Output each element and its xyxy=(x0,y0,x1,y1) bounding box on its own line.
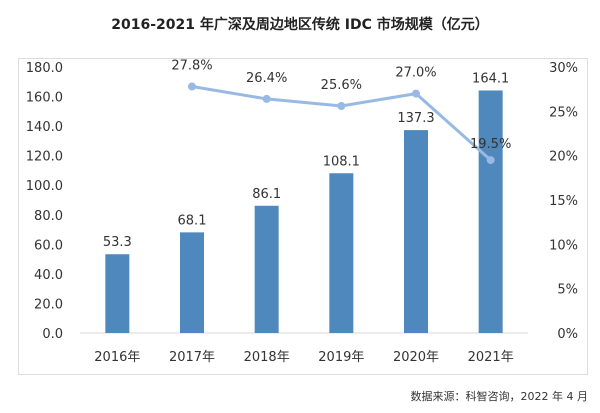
left-axis-tick: 180.0 xyxy=(26,61,63,76)
chart-title: 2016-2021 年广深及周边地区传统 IDC 市场规模（亿元） xyxy=(111,17,489,33)
bar xyxy=(404,130,428,333)
bar xyxy=(329,173,354,333)
right-axis-tick: 10% xyxy=(549,238,578,253)
bar-data-label: 68.1 xyxy=(178,213,207,228)
x-axis-tick: 2018年 xyxy=(244,350,290,365)
right-axis-tick: 20% xyxy=(549,150,578,165)
bar-data-label: 137.3 xyxy=(397,111,434,126)
left-axis-tick: 20.0 xyxy=(34,297,63,312)
x-axis-tick: 2020年 xyxy=(393,350,439,365)
growth-data-label: 27.8% xyxy=(171,59,212,74)
growth-data-label: 27.0% xyxy=(395,66,436,81)
chart-frame xyxy=(18,58,588,375)
bar xyxy=(478,90,503,333)
growth-line xyxy=(191,85,492,162)
growth-point xyxy=(188,82,196,91)
growth-data-label: 25.6% xyxy=(321,78,362,93)
bar xyxy=(105,254,130,333)
right-axis-tick: 15% xyxy=(549,194,578,209)
bar-data-label: 53.3 xyxy=(103,235,132,250)
bar-data-label: 164.1 xyxy=(472,71,509,86)
left-axis-tick: 140.0 xyxy=(26,120,63,135)
x-axis-tick: 2017年 xyxy=(169,350,215,365)
growth-point xyxy=(486,156,495,165)
right-axis-tick: 25% xyxy=(549,105,578,120)
left-axis-tick: 0.0 xyxy=(42,327,63,342)
bar-data-label: 108.1 xyxy=(323,154,360,169)
right-axis-tick: 30% xyxy=(549,61,578,76)
growth-point xyxy=(412,89,420,98)
growth-point xyxy=(337,102,346,111)
bar xyxy=(180,232,204,333)
growth-point xyxy=(262,94,271,103)
left-axis-tick: 160.0 xyxy=(26,91,63,106)
left-axis-tick: 80.0 xyxy=(34,209,63,224)
left-axis-tick: 60.0 xyxy=(34,238,63,253)
x-axis-tick: 2016年 xyxy=(94,350,140,365)
growth-data-label: 19.5% xyxy=(470,137,511,152)
x-axis-tick: 2021年 xyxy=(468,350,514,365)
x-axis-tick: 2019年 xyxy=(318,350,364,365)
right-axis-tick: 0% xyxy=(557,327,578,342)
left-axis-tick: 100.0 xyxy=(26,179,63,194)
right-axis-tick: 5% xyxy=(557,283,578,298)
growth-data-label: 26.4% xyxy=(246,71,287,86)
left-axis-tick: 40.0 xyxy=(34,268,63,283)
source-note: 数据来源：科智咨询，2022 年 4 月 xyxy=(410,390,588,403)
left-axis-tick: 120.0 xyxy=(26,150,63,165)
bar xyxy=(254,205,279,333)
bar-data-label: 86.1 xyxy=(252,187,281,202)
